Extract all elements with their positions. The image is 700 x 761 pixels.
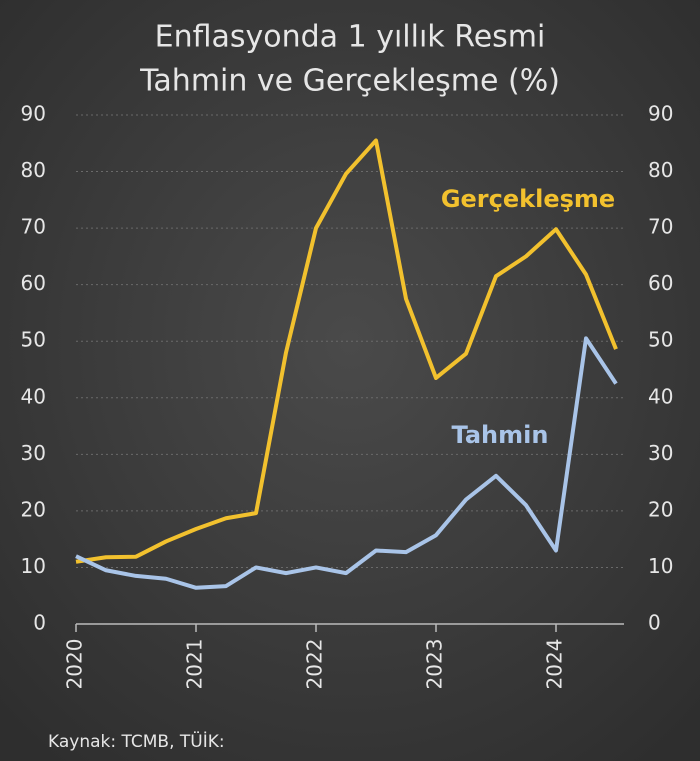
y2-tick-label: 20 <box>648 497 673 521</box>
y2-tick-label: 10 <box>648 554 673 578</box>
y-tick-label: 30 <box>21 441 46 465</box>
y-tick-label: 60 <box>21 271 46 295</box>
x-tick-label: 2020 <box>63 639 87 690</box>
y2-tick-label: 60 <box>648 271 673 295</box>
y2-tick-label: 40 <box>648 384 673 408</box>
y2-tick-label: 50 <box>648 328 673 352</box>
x-tick-label: 2022 <box>303 639 327 690</box>
series-label: Tahmin <box>452 421 549 449</box>
chart-title: Enflasyonda 1 yıllık Resmi <box>155 20 546 55</box>
y2-tick-label: 70 <box>648 215 673 239</box>
series-line <box>75 138 618 564</box>
y2-tick-label: 30 <box>648 441 673 465</box>
y2-tick-label: 90 <box>648 102 673 126</box>
y-tick-label: 80 <box>21 158 46 182</box>
y-tick-label: 40 <box>21 384 46 408</box>
series-label: Gerçekleşme <box>441 185 615 213</box>
x-tick-label: 2023 <box>423 639 447 690</box>
y-tick-label: 90 <box>21 102 46 126</box>
y-tick-label: 0 <box>33 611 46 635</box>
y-tick-label: 50 <box>21 328 46 352</box>
y-tick-label: 70 <box>21 215 46 239</box>
y2-tick-label: 0 <box>648 611 661 635</box>
chart-title: Tahmin ve Gerçekleşme (%) <box>139 64 560 99</box>
x-tick-label: 2024 <box>543 639 567 690</box>
y-tick-label: 20 <box>21 497 46 521</box>
y2-tick-label: 80 <box>648 158 673 182</box>
x-tick-label: 2021 <box>183 639 207 690</box>
series-line <box>75 336 618 590</box>
y-tick-label: 10 <box>21 554 46 578</box>
source-note: Kaynak: TCMB, TÜİK: <box>48 730 225 752</box>
